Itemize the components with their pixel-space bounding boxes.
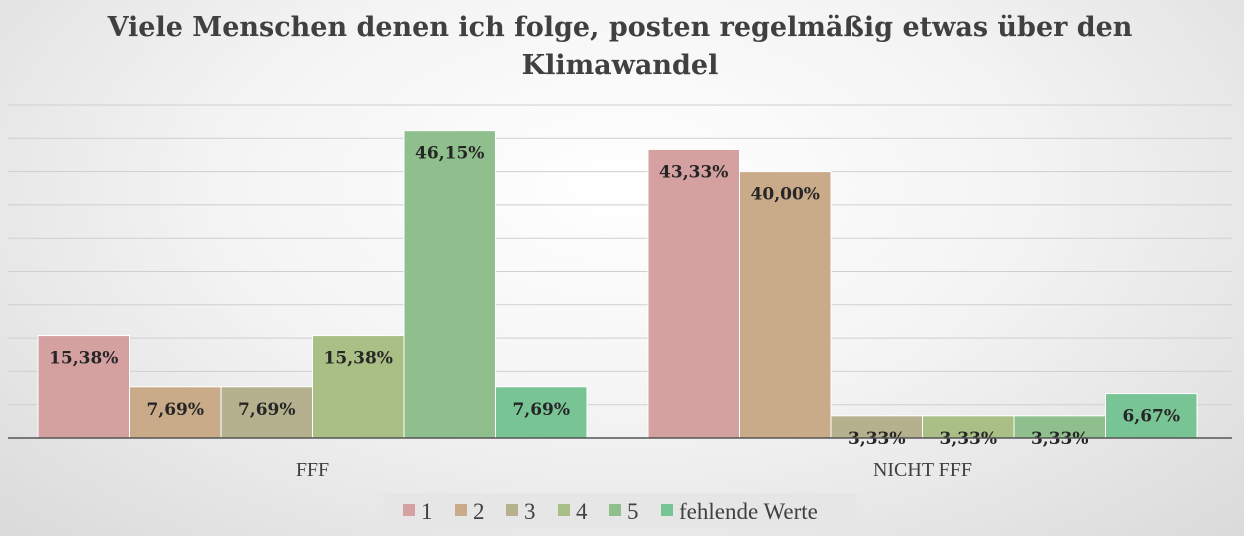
category-labels: FFF NICHT FFF bbox=[296, 459, 972, 481]
data-label: 3,33% bbox=[1031, 429, 1089, 449]
legend-label: 1 bbox=[421, 499, 433, 524]
bar bbox=[403, 130, 496, 439]
legend-item: 5 bbox=[609, 499, 639, 524]
legend-swatch bbox=[403, 504, 415, 516]
legend-label: fehlende Werte bbox=[679, 499, 818, 524]
bar bbox=[312, 335, 405, 439]
data-label: 7,69% bbox=[238, 400, 296, 420]
chart-title: Viele Menschen denen ich folge, posten r… bbox=[107, 12, 1133, 81]
bar bbox=[129, 386, 222, 439]
data-label: 3,33% bbox=[848, 429, 906, 449]
legend-swatch bbox=[506, 504, 518, 516]
legend: 1 2 3 4 5 fehlende Werte bbox=[403, 499, 818, 524]
data-label: 40,00% bbox=[751, 185, 820, 205]
data-label: 46,15% bbox=[415, 144, 484, 164]
legend-swatch bbox=[558, 504, 570, 516]
bar bbox=[647, 148, 740, 439]
legend-label: 4 bbox=[576, 499, 588, 524]
legend-label: 5 bbox=[627, 499, 639, 524]
category-label: FFF bbox=[296, 459, 329, 481]
chart-title-line-1: Viele Menschen denen ich folge, posten r… bbox=[107, 12, 1133, 43]
legend-swatch bbox=[661, 504, 673, 516]
bar bbox=[495, 386, 588, 439]
data-label: 7,69% bbox=[146, 400, 204, 420]
gridlines bbox=[8, 104, 1232, 406]
bars: 15,38% 7,69% 7,69% 15,38% 46,15% 7,69% 43,33% 4… bbox=[37, 130, 1198, 449]
data-label: 6,67% bbox=[1122, 407, 1180, 427]
legend-label: 2 bbox=[473, 499, 485, 524]
legend-item: 2 bbox=[455, 499, 485, 524]
legend-swatch bbox=[455, 504, 467, 516]
data-label: 3,33% bbox=[939, 429, 997, 449]
legend-label: 3 bbox=[524, 499, 536, 524]
chart-title-line-2: Klimawandel bbox=[522, 50, 719, 81]
legend-item: 3 bbox=[506, 499, 536, 524]
data-label: 43,33% bbox=[659, 162, 728, 182]
data-label: 15,38% bbox=[324, 349, 393, 369]
legend-item: fehlende Werte bbox=[661, 499, 818, 524]
data-label: 7,69% bbox=[512, 400, 570, 420]
legend-item: 1 bbox=[403, 499, 433, 524]
data-label: 15,38% bbox=[49, 349, 118, 369]
legend-item: 4 bbox=[558, 499, 588, 524]
bar bbox=[739, 171, 832, 439]
category-label: NICHT FFF bbox=[873, 459, 972, 481]
legend-swatch bbox=[609, 504, 621, 516]
